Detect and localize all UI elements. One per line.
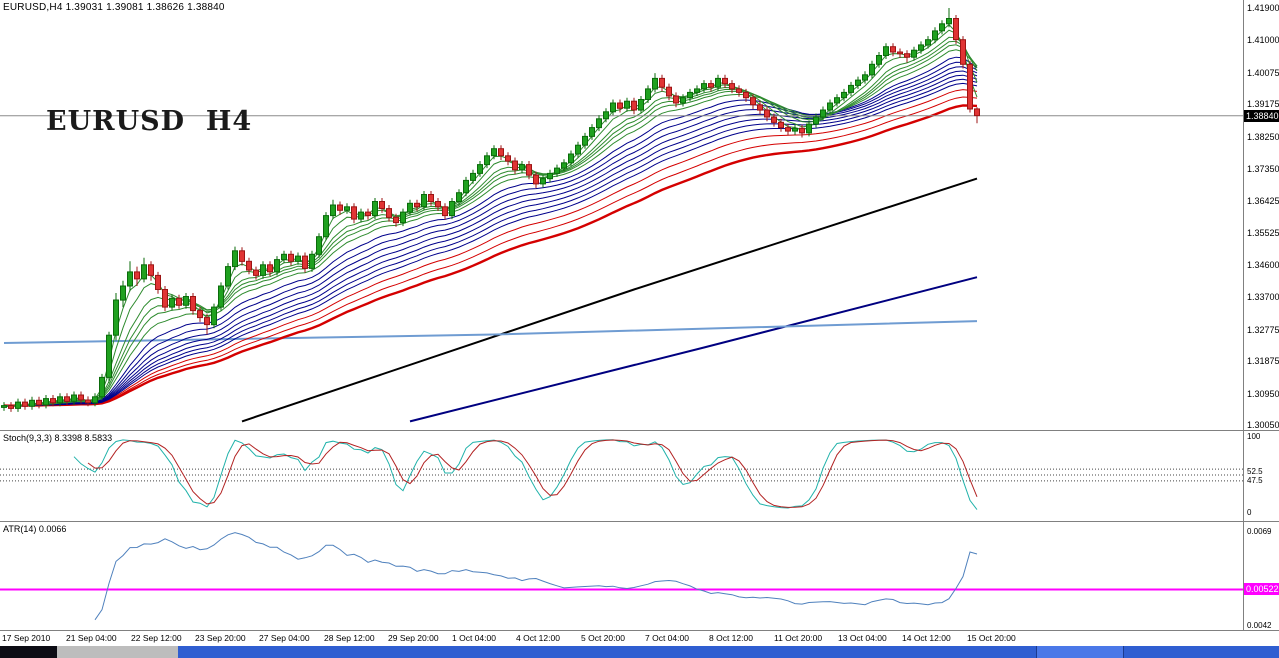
price-axis-label: 1.30050 [1247, 420, 1279, 430]
atr-level-tag: 0.00522 [1244, 583, 1279, 595]
taskbar [0, 646, 1279, 658]
symbol-watermark: EURUSD H4 [46, 106, 253, 137]
stoch-indicator-label: Stoch(9,3,3) 8.3398 8.5833 [3, 433, 113, 443]
atr-indicator-label: ATR(14) 0.0066 [3, 524, 67, 534]
stochastic-lines [0, 439, 1243, 510]
time-axis-label: 11 Oct 20:00 [774, 633, 823, 643]
time-axis-label: 5 Oct 20:00 [581, 633, 625, 643]
stoch-scale-label: 52.5 [1247, 467, 1263, 476]
time-axis-label: 27 Sep 04:00 [259, 633, 310, 643]
time-axis-label: 1 Oct 04:00 [452, 633, 496, 643]
atr-scale-label: 0.0069 [1247, 527, 1272, 536]
panel-separators[interactable] [0, 0, 1279, 631]
time-axis-label: 23 Sep 20:00 [195, 633, 246, 643]
taskbar-gap [57, 646, 178, 658]
price-axis[interactable]: 1.41900 1.41000 1.40075 1.39175 1.38250 1.373… [1243, 0, 1279, 630]
taskbar-window-button[interactable] [1124, 646, 1279, 658]
stoch-scale-label: 0 [1247, 508, 1252, 517]
price-axis-label: 1.40075 [1247, 68, 1279, 78]
taskbar-window-button[interactable] [178, 646, 1036, 658]
atr-scale-label: 0.0042 [1247, 621, 1272, 630]
time-axis[interactable]: 17 Sep 2010 21 Sep 04:00 22 Sep 12:00 23 Se… [0, 631, 1279, 646]
time-axis-label: 14 Oct 12:00 [902, 633, 951, 643]
atr-lines [0, 532, 1243, 621]
time-axis-label: 13 Oct 04:00 [838, 633, 887, 643]
taskbar-left-block[interactable] [0, 646, 57, 658]
price-axis-label: 1.37350 [1247, 164, 1279, 174]
moving-average-ribbons [3, 23, 978, 408]
price-axis-label: 1.39175 [1247, 99, 1279, 109]
price-axis-label: 1.30950 [1247, 389, 1279, 399]
price-axis-label: 1.32775 [1247, 325, 1279, 335]
stoch-scale-label: 100 [1247, 432, 1261, 441]
current-price-tag: 1.38840 [1244, 110, 1279, 122]
price-axis-label: 1.38250 [1247, 132, 1279, 142]
time-axis-label: 22 Sep 12:00 [131, 633, 182, 643]
time-axis-label: 15 Oct 20:00 [967, 633, 1016, 643]
price-axis-label: 1.36425 [1247, 196, 1279, 206]
price-axis-label: 1.31875 [1247, 356, 1279, 366]
time-axis-label: 7 Oct 04:00 [645, 633, 689, 643]
price-axis-label: 1.35525 [1247, 228, 1279, 238]
price-axis-label: 1.34600 [1247, 260, 1279, 270]
time-axis-label: 29 Sep 20:00 [388, 633, 439, 643]
candlesticks [1, 8, 980, 412]
price-axis-label: 1.41000 [1247, 35, 1279, 45]
stoch-scale-label: 47.5 [1247, 476, 1263, 485]
time-axis-label: 21 Sep 04:00 [66, 633, 117, 643]
time-axis-label: 17 Sep 2010 [2, 633, 51, 643]
taskbar-window-button-active[interactable] [1036, 646, 1124, 658]
price-axis-label: 1.33700 [1247, 292, 1279, 302]
time-axis-label: 28 Sep 12:00 [324, 633, 375, 643]
time-axis-label: 4 Oct 12:00 [516, 633, 560, 643]
price-axis-label: 1.41900 [1247, 3, 1279, 13]
time-axis-label: 8 Oct 12:00 [709, 633, 753, 643]
chart-title-ohlc: EURUSD,H4 1.39031 1.39081 1.38626 1.3884… [3, 2, 225, 13]
